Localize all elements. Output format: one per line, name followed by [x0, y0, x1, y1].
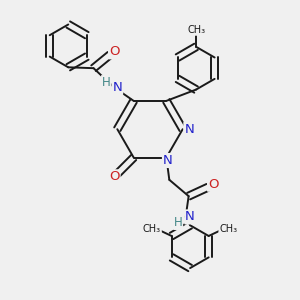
Text: N: N — [112, 81, 122, 94]
Text: H: H — [102, 76, 110, 89]
Text: O: O — [109, 170, 120, 183]
Text: O: O — [109, 45, 120, 58]
Text: CH₃: CH₃ — [219, 224, 237, 234]
Text: N: N — [184, 123, 194, 136]
Text: O: O — [208, 178, 219, 191]
Text: CH₃: CH₃ — [143, 224, 161, 234]
Text: N: N — [185, 211, 195, 224]
Text: H: H — [174, 216, 183, 230]
Text: N: N — [163, 154, 173, 167]
Text: CH₃: CH₃ — [187, 25, 205, 35]
